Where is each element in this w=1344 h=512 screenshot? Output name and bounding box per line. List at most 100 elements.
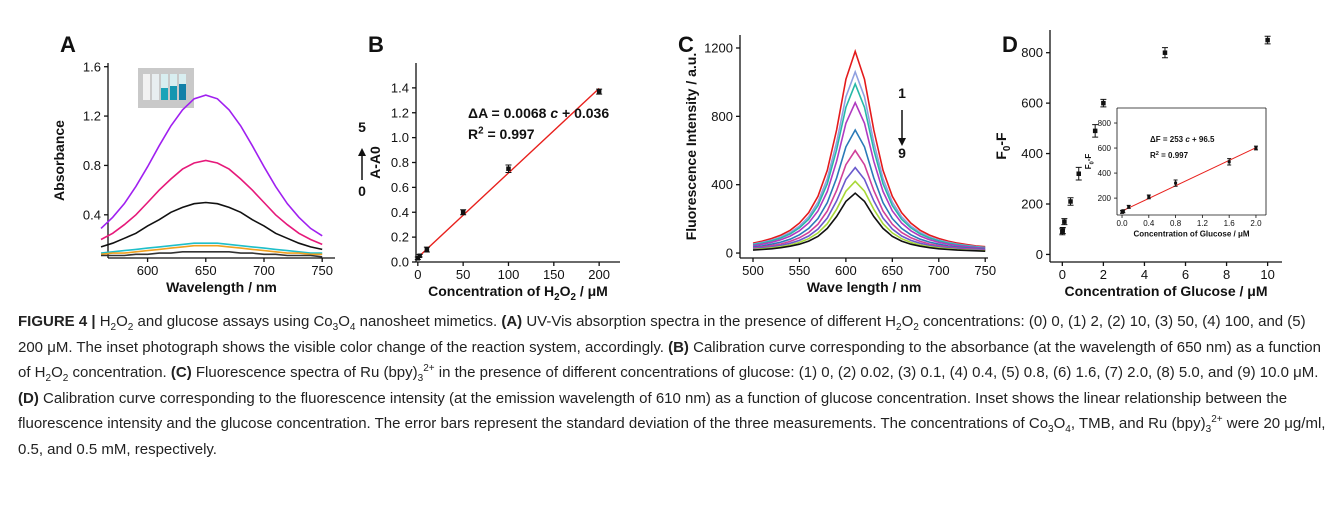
text-run: F [993, 151, 1009, 160]
caption-run: Calibration curve corresponding to the a… [18, 338, 1321, 382]
panel-label: D [1002, 32, 1018, 57]
caption-run: nanosheet mimetics. [355, 313, 502, 330]
caption-run: 3 [417, 373, 424, 384]
x-tick-label: 600 [137, 263, 159, 278]
caption: FIGURE 4 | H2O2 and glucose assays using… [18, 309, 1334, 462]
point [1101, 100, 1106, 106]
point [1121, 209, 1125, 213]
y-axis-label: Fluorescence Intensity / a.u. [683, 53, 699, 241]
x-tick-label: 750 [311, 263, 333, 278]
spectrum-line [100, 159, 323, 246]
point [1265, 37, 1270, 43]
spectrum-line [752, 48, 986, 248]
point [1162, 50, 1168, 55]
arrow-head [358, 148, 366, 156]
point [506, 166, 511, 171]
y-axis-label: A-A0 [367, 146, 383, 179]
x-tick-label: 50 [456, 267, 470, 282]
caption-run: Fluorescence spectra of Ru (bpy) [191, 364, 418, 381]
point [1068, 199, 1073, 204]
y-tick-label: 0.8 [391, 155, 409, 170]
y-tick-label: 1200 [704, 41, 733, 56]
point [1147, 195, 1151, 199]
y-tick-label: 0.0 [391, 255, 409, 270]
text-run: 1 [898, 85, 906, 101]
caption-run: , TMB, and Ru (bpy) [1070, 415, 1206, 432]
caption-run: 4 [349, 322, 356, 333]
y-tick-label: 1.0 [391, 130, 409, 145]
text-run: + 96.5 [1190, 135, 1215, 144]
text-run: ΔF = 253 [1150, 135, 1185, 144]
y-axis-label: F0-F [993, 132, 1013, 160]
spectrum-line [752, 166, 986, 252]
text-run: 0 [1089, 161, 1095, 164]
text-run: / μM [576, 283, 608, 299]
y-tick-label: 0.4 [391, 205, 409, 220]
x-tick-label: 750 [974, 263, 996, 278]
caption-run: O [338, 313, 350, 330]
caption-run: Calibration curve corresponding to the f… [18, 389, 1288, 433]
point [1254, 146, 1258, 150]
x-tick-label: 0 [414, 267, 421, 282]
x-tick-label: 500 [742, 263, 764, 278]
text-run: c [1185, 135, 1190, 144]
spectrum-line [752, 128, 986, 251]
x-tick-label: 6 [1182, 267, 1189, 282]
x-axis-label: Concentration of Glucose / μM [1133, 229, 1249, 238]
x-tick-label: 650 [881, 263, 903, 278]
text-run: O [560, 283, 571, 299]
y-tick-label: 0.6 [391, 180, 409, 195]
annotation: R2 = 0.997 [1150, 151, 1189, 160]
annotation: 9 [898, 145, 906, 161]
spectrum-line [752, 100, 986, 250]
point [415, 256, 421, 261]
spectrum-line [101, 251, 323, 258]
x-tick-label: 1.2 [1197, 219, 1209, 228]
y-tick-label: 400 [711, 177, 733, 192]
text-run: Concentration of Glucose / μM [1064, 283, 1267, 299]
x-axis-label: Wave length / nm [807, 279, 922, 295]
x-axis-label: Concentration of Glucose / μM [1064, 283, 1267, 299]
caption-run: 2+ [1211, 414, 1223, 425]
text-run: c [550, 105, 558, 121]
text-run: Absorbance [51, 120, 67, 201]
y-tick-label: 1.4 [391, 80, 409, 95]
caption-run: were 20 μg/ml, 0.5, and 0.5 mM, respecti… [18, 415, 1326, 458]
y-tick-label: 600 [1098, 144, 1112, 153]
caption-run: 3 [1205, 424, 1212, 435]
point [1174, 181, 1178, 185]
text-run: 2 [570, 292, 576, 303]
text-run: -F [1084, 154, 1093, 162]
y-tick-label: 400 [1098, 169, 1112, 178]
fit-line [1121, 147, 1257, 212]
x-tick-label: 0.8 [1170, 219, 1182, 228]
text-run: A-A0 [367, 146, 383, 179]
panel-label: C [678, 32, 694, 57]
y-tick-label: 1.2 [391, 105, 409, 120]
spectrum-line [752, 192, 986, 252]
caption-run: O [51, 364, 63, 381]
x-tick-label: 550 [789, 263, 811, 278]
x-tick-label: 600 [835, 263, 857, 278]
annotation: 5 [358, 119, 366, 135]
point [1127, 205, 1131, 209]
text-run: = 0.997 [484, 126, 535, 142]
caption-run: FIGURE 4 | [18, 313, 96, 330]
caption-run: (D) [18, 389, 39, 407]
y-axis-label: Absorbance [51, 120, 67, 201]
y-tick-label: 0.4 [83, 207, 101, 222]
point [1060, 228, 1065, 233]
caption-run: 2 [62, 373, 69, 384]
spectrum-line [752, 81, 986, 249]
y-tick-label: 200 [1098, 194, 1112, 203]
y-tick-label: 200 [1021, 197, 1043, 212]
caption-run: in the presence of different concentrati… [434, 364, 1319, 381]
caption-run: O [1053, 415, 1066, 432]
x-tick-label: 700 [928, 263, 950, 278]
caption-run: 2 [110, 322, 117, 333]
y-tick-label: 1.2 [83, 109, 101, 124]
y-tick-label: 0.2 [391, 230, 409, 245]
x-tick-label: 700 [253, 263, 275, 278]
spectrum-line [100, 94, 323, 237]
